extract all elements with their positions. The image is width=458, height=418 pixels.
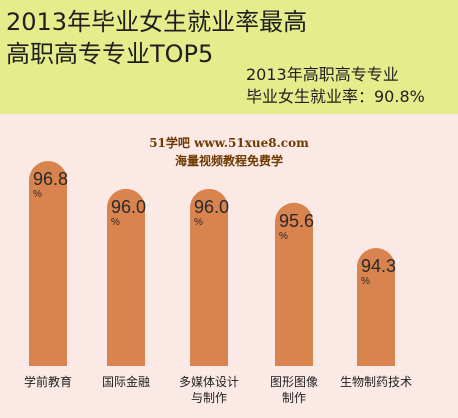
category-label-1: 学前教育	[24, 374, 72, 389]
category-label-4-line-1: 图形图像	[270, 375, 318, 389]
summary-line-1: 2013年高职高专专业	[246, 65, 399, 84]
bar-value-label-3: 96.0	[194, 197, 229, 217]
category-label-3-line-1: 多媒体设计	[179, 375, 239, 389]
summary-line-2: 毕业女生就业率：90.8%	[246, 87, 425, 106]
title-line-2: 高职高专专业TOP5	[6, 40, 214, 68]
category-label-4-line-2: 制作	[282, 391, 306, 405]
bar-unit-label-1: %	[33, 189, 42, 200]
bar-unit-label-3: %	[194, 217, 203, 228]
bar-value-label-5: 94.3	[361, 256, 396, 276]
bar-unit-label-4: %	[279, 231, 288, 242]
category-label-3-line-2: 与制作	[191, 391, 227, 405]
bar-value-label-1: 96.8	[33, 169, 68, 189]
bar-value-label-4: 95.6	[279, 211, 314, 231]
bar-unit-label-2: %	[111, 217, 120, 228]
summary-text: 2013年高职高专专业 毕业女生就业率：90.8%	[246, 64, 456, 108]
bar-value-label-2: 96.0	[111, 197, 146, 217]
category-label-5: 生物制药技术	[340, 375, 412, 389]
page-title: 2013年毕业女生就业率最高 高职高专专业TOP5	[6, 6, 446, 70]
bar-4	[275, 202, 313, 366]
bar-5	[357, 248, 395, 366]
bar-2	[107, 188, 145, 366]
title-line-1: 2013年毕业女生就业率最高	[6, 8, 308, 36]
bar-unit-label-5: %	[361, 276, 370, 287]
site-watermark: 51学吧 www.51xue8.com 海量视频教程免费学	[0, 134, 458, 170]
bar-3	[190, 188, 228, 366]
bar-1	[29, 161, 67, 366]
watermark-line-1: 51学吧 www.51xue8.com	[149, 136, 309, 150]
header-banner: 2013年毕业女生就业率最高 高职高专专业TOP5 2013年高职高专专业 毕业…	[0, 0, 458, 114]
watermark-line-2: 海量视频教程免费学	[174, 154, 283, 168]
category-label-2: 国际金融	[102, 374, 150, 389]
